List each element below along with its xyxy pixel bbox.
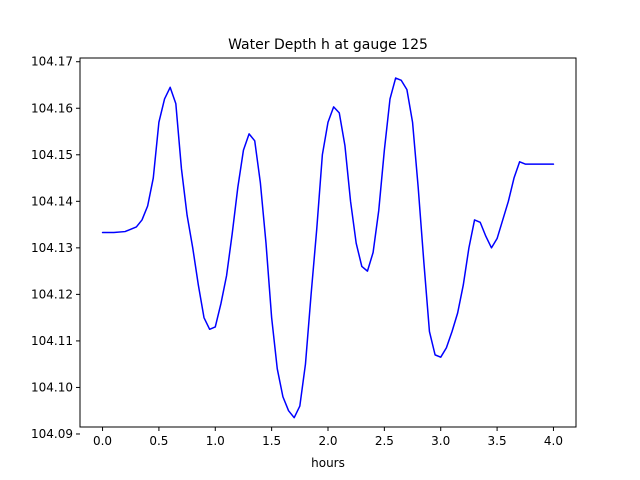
x-tick-label: 3.5: [488, 434, 507, 448]
chart-title: Water Depth h at gauge 125: [228, 37, 428, 53]
y-tick-label: 104.11: [31, 334, 73, 348]
y-tick-label: 104.16: [31, 101, 73, 115]
y-tick-label: 104.17: [31, 55, 73, 69]
series-line-0: [101, 77, 555, 419]
x-tick-label: 1.5: [262, 434, 281, 448]
x-tick-label: 4.0: [544, 434, 563, 448]
x-tick-label: 2.0: [318, 434, 337, 448]
y-tick-label: 104.14: [31, 194, 73, 208]
x-axis: 0.0 0.5 1.0 1.5 2.0 2.5 3.0 3.5 4.0: [93, 427, 563, 448]
x-tick-label: 0.5: [149, 434, 168, 448]
y-tick-label: 104.13: [31, 241, 73, 255]
x-axis-label: hours: [311, 456, 345, 470]
y-tick-label: 104.12: [31, 287, 73, 301]
y-tick-label: 104.09: [31, 427, 73, 441]
x-tick-label: 2.5: [375, 434, 394, 448]
series-layer: [101, 77, 555, 419]
y-axis: 104.09 104.10 104.11 104.12 104.13 104.14 104.…: [31, 55, 80, 441]
x-tick-label: 0.0: [93, 434, 112, 448]
y-tick-label: 104.15: [31, 148, 73, 162]
x-tick-label: 1.0: [206, 434, 225, 448]
y-tick-label: 104.10: [31, 380, 73, 394]
x-tick-label: 3.0: [431, 434, 450, 448]
